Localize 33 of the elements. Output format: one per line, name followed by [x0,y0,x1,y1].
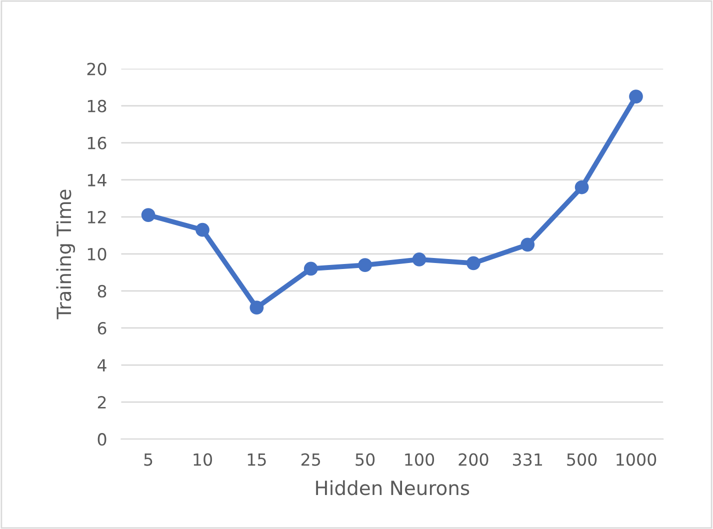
x-tick-label: 1000 [616,453,656,466]
point [574,180,589,194]
point [250,300,264,315]
point [520,238,535,252]
point [466,256,480,270]
point [304,262,318,276]
x-tick-label: 200 [458,453,488,466]
x-tick-label: 50 [356,453,375,466]
y-tick-label: 10 [88,248,106,260]
point [196,222,210,237]
point [358,258,372,272]
y-tick-label: 18 [88,100,106,112]
x-tick-label: 25 [301,453,320,466]
y-tick-label: 6 [98,322,106,335]
y-tick-label: 0 [98,433,106,446]
x-axis-title: Hidden Neurons [316,480,470,496]
x-tick-label: 100 [405,453,434,466]
y-tick-label: 12 [88,210,106,224]
y-tick-label: 4 [98,359,106,372]
x-tick-label: 500 [567,453,597,466]
point [141,208,156,222]
y-tick-label: 8 [98,284,106,298]
x-tick-label: 15 [248,453,266,466]
y-tick-label: 16 [88,136,106,150]
x-tick-label: 331 [512,453,542,466]
x-tick-label: 5 [144,453,152,466]
y-tick-label: 2 [98,396,106,408]
y-tick-label: 20 [87,62,106,76]
point [629,90,643,104]
y-tick-label: 14 [88,174,106,186]
point [412,252,426,266]
x-tick-label: 10 [194,453,212,466]
y-axis-title: Training Time [56,190,75,320]
